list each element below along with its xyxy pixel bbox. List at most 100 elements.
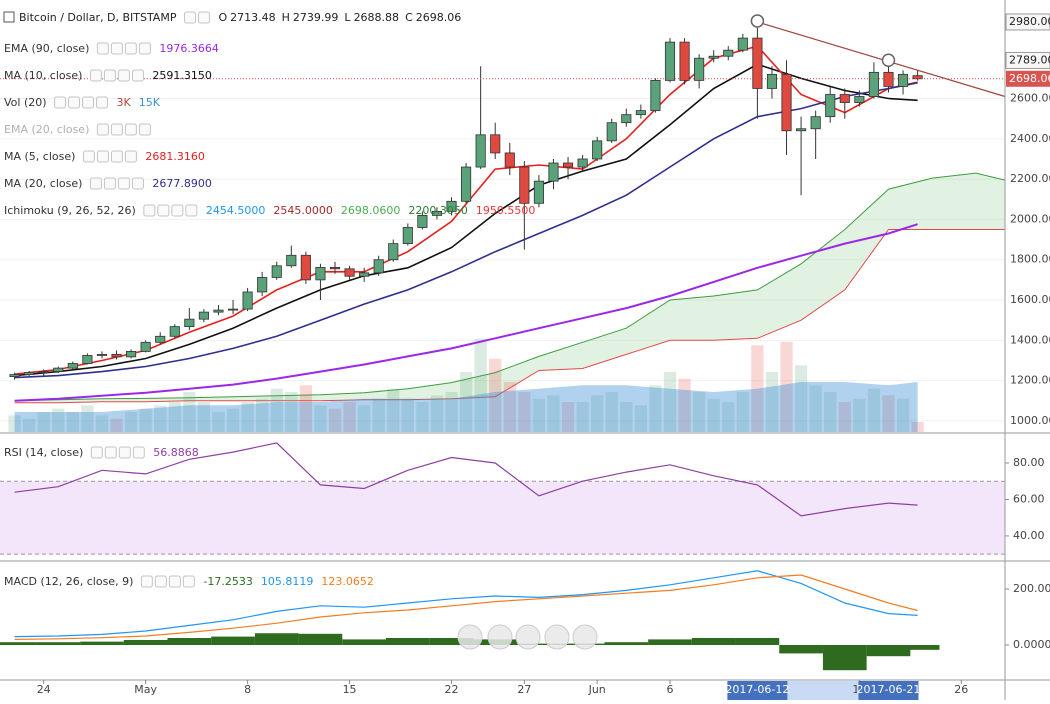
candle-body bbox=[315, 266, 326, 281]
icon-button[interactable] bbox=[140, 575, 153, 588]
volume-bar bbox=[299, 385, 312, 432]
icon-button[interactable] bbox=[132, 446, 145, 459]
icon-button[interactable] bbox=[103, 69, 116, 82]
legend-value: -17.2533 bbox=[203, 575, 252, 588]
icon-button[interactable] bbox=[89, 177, 102, 190]
candle-body bbox=[169, 326, 180, 337]
candle-body bbox=[111, 354, 122, 358]
price-marker-box bbox=[1005, 13, 1050, 31]
icon-button[interactable] bbox=[54, 96, 67, 109]
candle-body bbox=[38, 371, 49, 373]
volume-bar bbox=[678, 378, 691, 432]
icon-button[interactable] bbox=[82, 96, 95, 109]
volume-bar bbox=[489, 358, 502, 432]
candle-body bbox=[679, 41, 690, 81]
icon-button[interactable] bbox=[197, 11, 210, 24]
icon-button[interactable] bbox=[182, 575, 195, 588]
icon-button[interactable] bbox=[138, 123, 151, 136]
icon-button[interactable] bbox=[96, 123, 109, 136]
volume-bar bbox=[52, 408, 65, 432]
legend-value: 123.0652 bbox=[321, 575, 374, 588]
volume-bar bbox=[358, 405, 371, 432]
candle-body bbox=[519, 166, 530, 204]
macd-histogram-bar bbox=[167, 638, 212, 646]
icon-button[interactable] bbox=[124, 42, 137, 55]
nav-button[interactable] bbox=[572, 624, 598, 650]
icon-button[interactable] bbox=[117, 177, 130, 190]
legend-label: MACD (12, 26, close, 9) bbox=[4, 575, 133, 588]
volume-bar bbox=[226, 408, 240, 432]
legend-value: 105.8119 bbox=[261, 575, 314, 588]
cursor-date-label: 2017-06-21 bbox=[857, 683, 921, 696]
x-tick-label: Jun bbox=[588, 683, 606, 696]
icon-button[interactable] bbox=[131, 177, 144, 190]
legend-value: 2681.3160 bbox=[145, 150, 205, 163]
icon-button[interactable] bbox=[131, 69, 144, 82]
legend-value: 56.8868 bbox=[153, 446, 199, 459]
y-tick-label: 1400.00 bbox=[1010, 333, 1050, 346]
macd-histogram-bar bbox=[36, 642, 81, 646]
macd-histogram-bar bbox=[735, 638, 780, 646]
icon-button[interactable] bbox=[68, 96, 81, 109]
icon-button[interactable] bbox=[82, 150, 95, 163]
cursor-range bbox=[757, 681, 889, 700]
candle-body bbox=[504, 152, 515, 168]
icon-button[interactable] bbox=[110, 150, 123, 163]
volume-bar bbox=[794, 365, 808, 432]
nav-button[interactable] bbox=[487, 624, 513, 650]
candle-body bbox=[883, 71, 894, 87]
candle-body bbox=[402, 227, 413, 245]
icon-button[interactable] bbox=[96, 42, 109, 55]
icon-button[interactable] bbox=[103, 177, 116, 190]
candle-body bbox=[24, 372, 35, 375]
ohlc-letter: L bbox=[344, 11, 351, 24]
collapse-icon[interactable] bbox=[3, 11, 15, 23]
legend-label: Vol (20) bbox=[4, 96, 47, 109]
volume-bar bbox=[896, 398, 910, 432]
volume-bar bbox=[401, 398, 414, 432]
icon-button[interactable] bbox=[110, 123, 123, 136]
icon-button[interactable] bbox=[138, 42, 151, 55]
icon-button[interactable] bbox=[118, 446, 131, 459]
candle-body bbox=[839, 94, 850, 103]
icon-button[interactable] bbox=[124, 150, 137, 163]
current-price-label: 2698.06 bbox=[1009, 72, 1050, 85]
moving-average-line bbox=[14, 82, 918, 379]
icon-button[interactable] bbox=[157, 204, 170, 217]
icon-button[interactable] bbox=[124, 123, 137, 136]
volume-bar bbox=[285, 392, 298, 432]
icon-button[interactable] bbox=[143, 204, 156, 217]
nav-button[interactable] bbox=[457, 624, 483, 650]
icon-button[interactable] bbox=[154, 575, 167, 588]
icon-button[interactable] bbox=[96, 150, 109, 163]
icon-button[interactable] bbox=[117, 69, 130, 82]
macd-histogram-bar bbox=[0, 642, 37, 646]
nav-button[interactable] bbox=[515, 624, 541, 650]
icon-button[interactable] bbox=[171, 204, 184, 217]
y-tick-label: 80.00 bbox=[1013, 456, 1045, 469]
icon-button[interactable] bbox=[104, 446, 117, 459]
icon-button[interactable] bbox=[96, 96, 109, 109]
x-tick-label: 26 bbox=[954, 683, 968, 696]
icon-button[interactable] bbox=[89, 69, 102, 82]
candle-body bbox=[606, 122, 617, 142]
legend-value: 2591.3150 bbox=[152, 69, 212, 82]
candle-body bbox=[140, 341, 151, 352]
volume-bar bbox=[241, 402, 254, 432]
icon-button[interactable] bbox=[110, 42, 123, 55]
macd-histogram-bar bbox=[604, 642, 649, 646]
icon-button[interactable] bbox=[185, 204, 198, 217]
macd-histogram-bar bbox=[429, 638, 474, 646]
icon-button[interactable] bbox=[168, 575, 181, 588]
nav-button[interactable] bbox=[544, 624, 570, 650]
icon-button[interactable] bbox=[90, 446, 103, 459]
icon-button[interactable] bbox=[183, 11, 196, 24]
volume-bar bbox=[8, 415, 21, 432]
trend-marker bbox=[881, 53, 896, 67]
volume-bar bbox=[37, 412, 50, 432]
price-marker-box bbox=[1005, 51, 1050, 69]
macd-histogram-bar bbox=[822, 645, 867, 671]
macd-histogram-bar bbox=[691, 638, 736, 646]
volume-bar bbox=[503, 382, 516, 432]
